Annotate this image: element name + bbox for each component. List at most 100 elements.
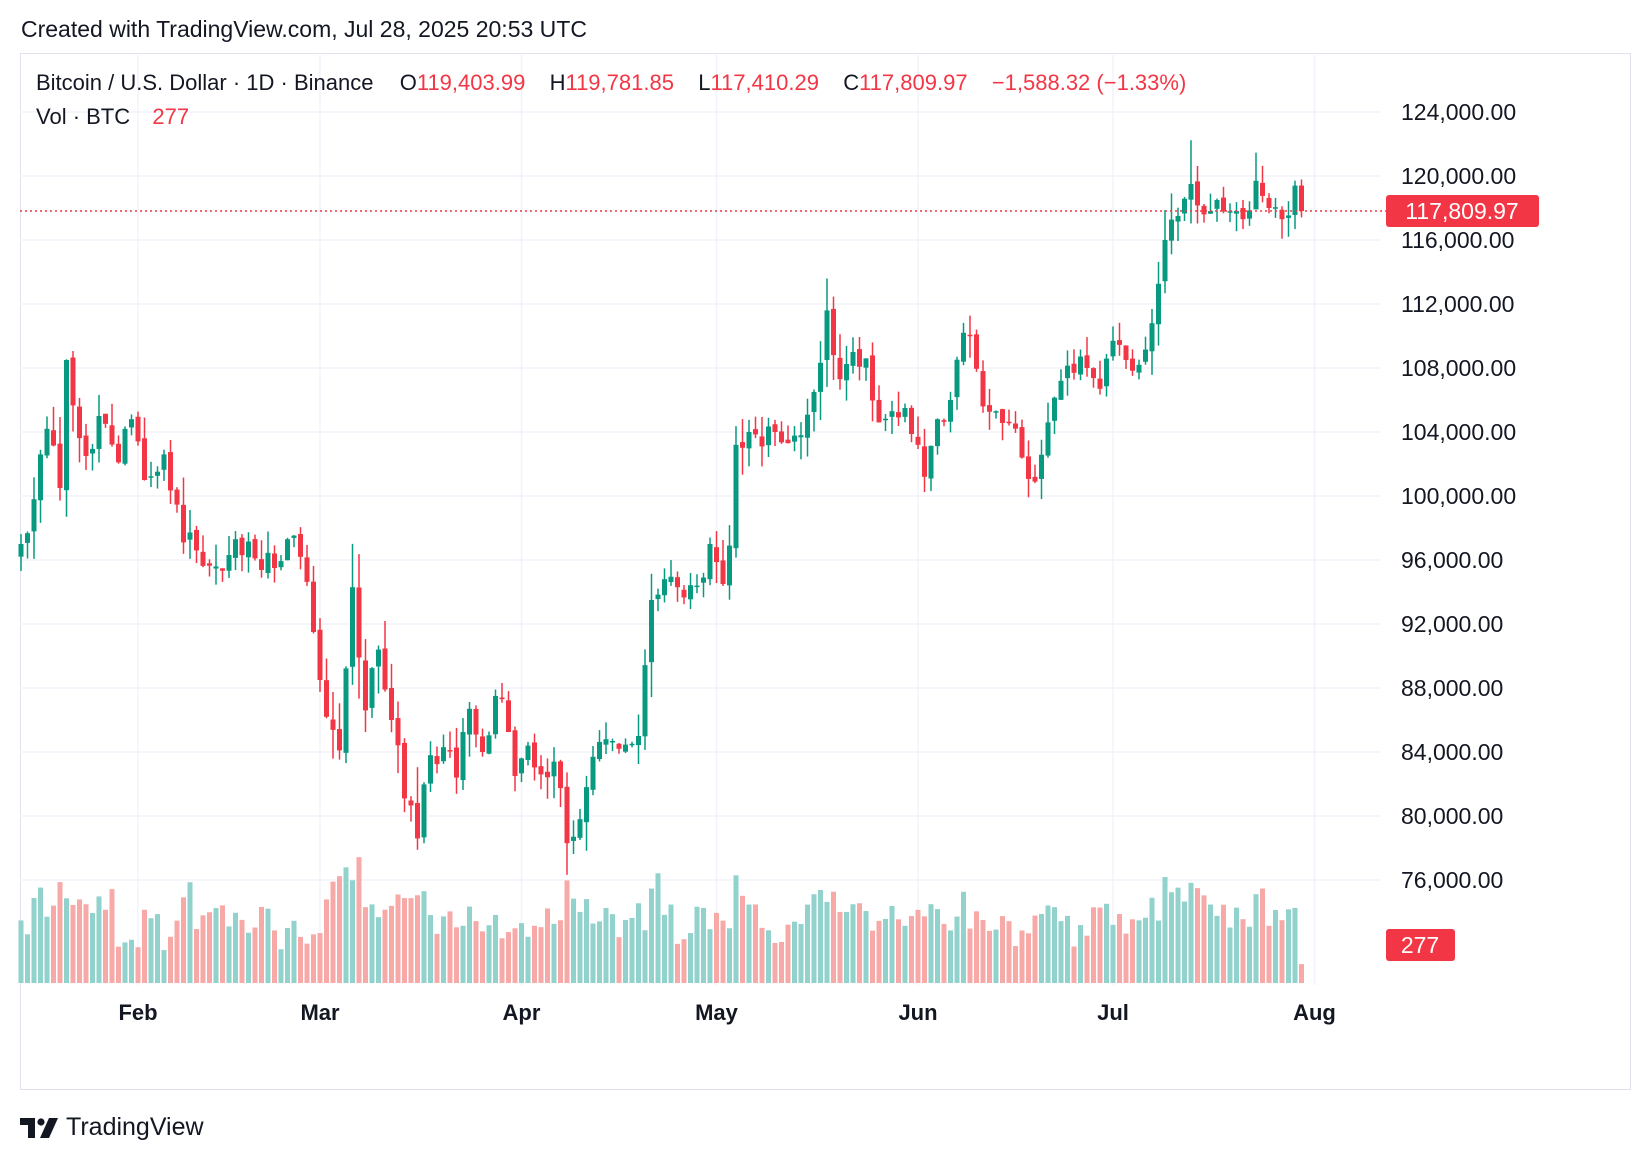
candle-body[interactable] (1071, 363, 1077, 373)
candle-body[interactable] (889, 411, 895, 417)
volume-bar[interactable] (389, 905, 394, 983)
candle-body[interactable] (1260, 182, 1265, 196)
volume-bar[interactable] (889, 905, 895, 983)
candle-body[interactable] (792, 435, 797, 442)
candle-body[interactable] (324, 680, 329, 717)
volume-bar[interactable] (720, 920, 726, 983)
volume-bar[interactable] (1221, 904, 1226, 983)
volume-bar[interactable] (551, 923, 557, 983)
volume-bar[interactable] (1117, 914, 1122, 983)
candle-body[interactable] (967, 334, 973, 337)
volume-bar[interactable] (818, 889, 823, 983)
candle-body[interactable] (1162, 240, 1168, 282)
volume-bar[interactable] (798, 923, 804, 983)
candle-body[interactable] (688, 585, 693, 600)
volume-bar[interactable] (90, 912, 95, 983)
candle-body[interactable] (161, 454, 167, 470)
candle-body[interactable] (1201, 205, 1207, 215)
volume-bar[interactable] (545, 908, 550, 983)
volume-bar[interactable] (811, 894, 817, 983)
volume-bar[interactable] (772, 942, 778, 983)
volume-bar[interactable] (1123, 933, 1129, 983)
candle-body[interactable] (1188, 184, 1194, 200)
volume-bar[interactable] (733, 875, 739, 983)
candle-body[interactable] (753, 429, 758, 435)
volume-bar[interactable] (116, 946, 121, 983)
volume-bar[interactable] (623, 920, 628, 983)
candle-body[interactable] (1097, 378, 1103, 389)
volume-bar[interactable] (1143, 917, 1148, 983)
volume-bar[interactable] (1078, 925, 1083, 983)
candle-body[interactable] (441, 747, 446, 762)
candle-body[interactable] (499, 697, 505, 700)
volume-bar[interactable] (226, 926, 232, 983)
volume-bar[interactable] (987, 930, 992, 983)
candle-body[interactable] (558, 761, 563, 789)
volume-bar[interactable] (857, 903, 862, 983)
candle-body[interactable] (252, 539, 258, 559)
candle-body[interactable] (532, 742, 537, 768)
volume-bar[interactable] (805, 904, 810, 983)
volume-bar[interactable] (122, 942, 128, 983)
candle-body[interactable] (909, 407, 914, 435)
volume-bar[interactable] (688, 933, 693, 983)
volume-bar[interactable] (935, 909, 940, 983)
candle-body[interactable] (1026, 456, 1031, 479)
volume-bar[interactable] (915, 909, 921, 983)
candle-body[interactable] (642, 665, 648, 737)
candle-body[interactable] (1065, 365, 1070, 379)
candle-body[interactable] (1175, 216, 1181, 222)
volume-bar[interactable] (1169, 892, 1174, 983)
candle-body[interactable] (720, 560, 726, 584)
volume-bar[interactable] (1227, 927, 1233, 983)
volume-bar[interactable] (70, 904, 76, 983)
volume-bar[interactable] (1071, 946, 1077, 983)
candle-body[interactable] (317, 629, 323, 680)
candle-body[interactable] (1299, 185, 1304, 212)
volume-bar[interactable] (1182, 901, 1187, 983)
volume-bar[interactable] (233, 912, 238, 983)
volume-bar[interactable] (837, 911, 843, 983)
volume-bar[interactable] (597, 921, 602, 983)
candle-body[interactable] (993, 411, 999, 413)
volume-bar[interactable] (876, 920, 882, 983)
volume-bar[interactable] (343, 867, 349, 983)
volume-bar[interactable] (408, 898, 414, 983)
candle-body[interactable] (935, 419, 940, 447)
volume-bar[interactable] (564, 880, 570, 983)
candle-body[interactable] (57, 443, 63, 488)
volume-bar[interactable] (753, 904, 758, 983)
volume-bar[interactable] (714, 912, 719, 983)
candle-body[interactable] (577, 819, 583, 838)
candle-body[interactable] (629, 743, 635, 746)
candle-body[interactable] (376, 649, 381, 667)
candle-body[interactable] (181, 504, 186, 543)
candle-body[interactable] (1208, 211, 1213, 214)
candle-body[interactable] (805, 414, 810, 438)
candle-body[interactable] (1078, 356, 1083, 375)
candle-body[interactable] (922, 446, 927, 477)
candle-body[interactable] (538, 766, 544, 775)
candle-body[interactable] (1039, 454, 1044, 479)
candle-body[interactable] (142, 438, 147, 480)
candle-body[interactable] (278, 561, 284, 568)
volume-bar[interactable] (1273, 910, 1278, 983)
volume-bar[interactable] (740, 895, 745, 983)
candle-body[interactable] (447, 750, 453, 752)
volume-bar[interactable] (194, 929, 199, 983)
candle-body[interactable] (207, 563, 212, 566)
candle-body[interactable] (408, 800, 414, 806)
candle-body[interactable] (1234, 211, 1239, 214)
candle-body[interactable] (987, 405, 992, 412)
candle-body[interactable] (746, 432, 752, 449)
candle-body[interactable] (480, 736, 485, 752)
tradingview-brand[interactable]: TradingView (20, 1113, 204, 1142)
candle-body[interactable] (1013, 423, 1018, 429)
candle-body[interactable] (64, 360, 69, 491)
candle-body[interactable] (681, 589, 687, 598)
candle-body[interactable] (25, 533, 30, 543)
candle-body[interactable] (1240, 207, 1246, 220)
candle-body[interactable] (304, 557, 310, 582)
volume-bar[interactable] (304, 943, 310, 983)
